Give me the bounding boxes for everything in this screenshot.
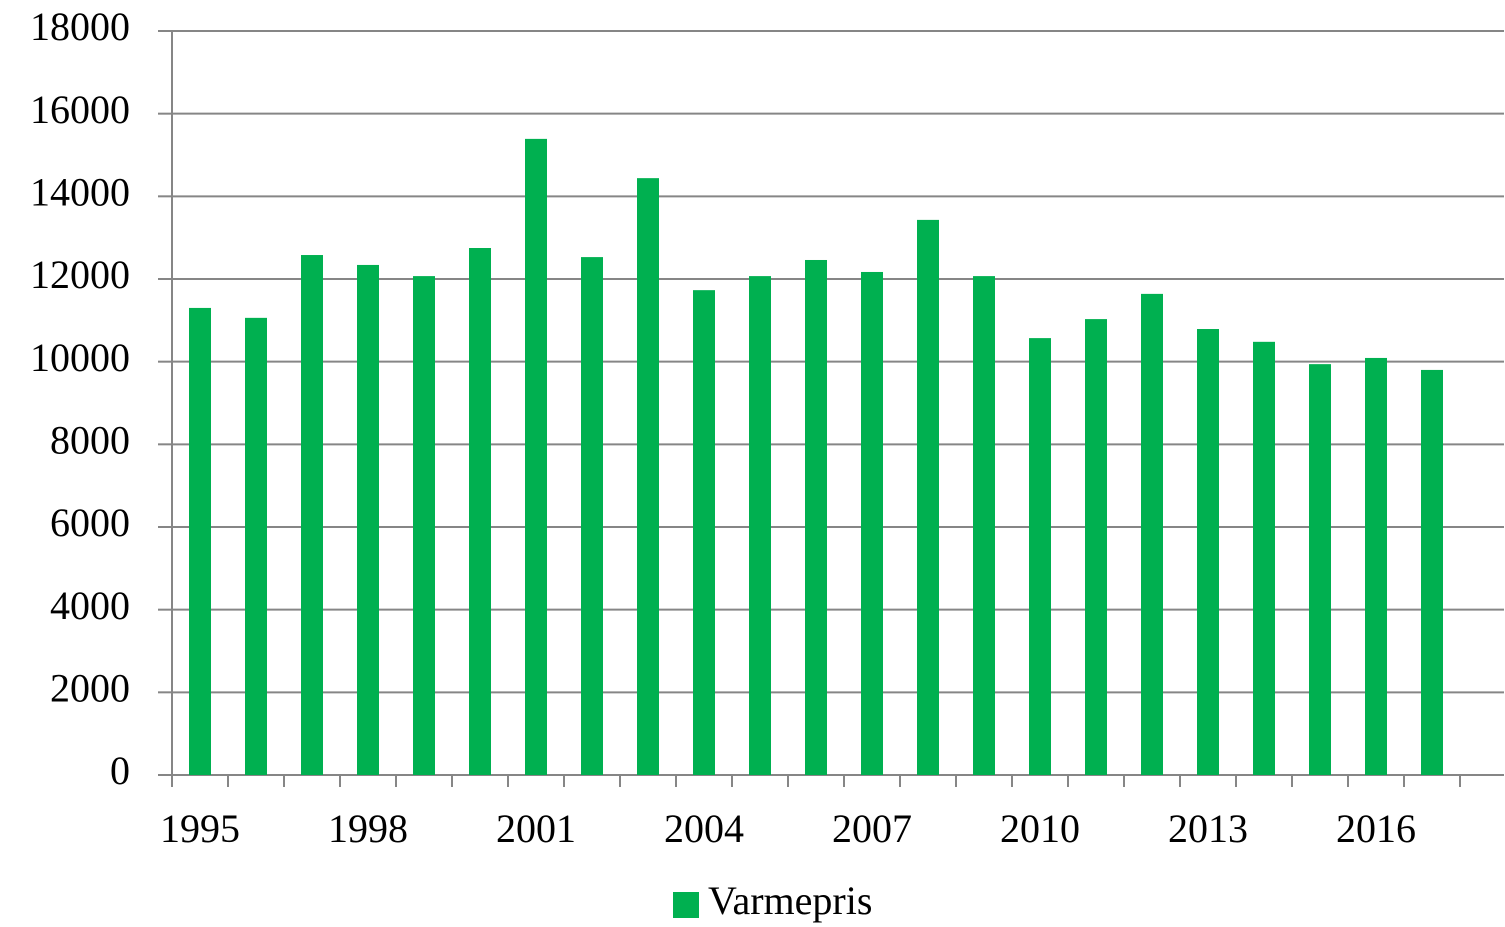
x-tick-label: 2013 [1168, 806, 1248, 851]
x-tick-label: 2010 [1000, 806, 1080, 851]
x-tick-label: 1995 [160, 806, 240, 851]
bar [1421, 369, 1443, 775]
y-tick-label: 0 [110, 748, 130, 793]
x-tick-label: 2004 [664, 806, 744, 851]
bar [1197, 329, 1219, 775]
bar [861, 271, 883, 775]
y-tick-label: 14000 [30, 170, 130, 215]
bar [1309, 364, 1331, 775]
bar [301, 255, 323, 775]
y-tick-label: 10000 [30, 335, 130, 380]
bar [581, 257, 603, 775]
y-tick-label: 18000 [30, 4, 130, 49]
y-tick-label: 2000 [50, 666, 130, 711]
y-tick-label: 16000 [30, 87, 130, 132]
x-tick-label: 2016 [1336, 806, 1416, 851]
bar [1141, 293, 1163, 775]
bar [189, 307, 211, 775]
bar [805, 259, 827, 775]
bar [1253, 341, 1275, 775]
bar [357, 264, 379, 775]
bar [693, 290, 715, 775]
bar [1365, 357, 1387, 775]
bar [469, 248, 491, 775]
y-tick-label: 12000 [30, 252, 130, 297]
x-tick-label: 1998 [328, 806, 408, 851]
x-tick-label: 2007 [832, 806, 912, 851]
bar [917, 219, 939, 776]
bar [749, 276, 771, 775]
bar [413, 276, 435, 775]
bar [1029, 338, 1051, 775]
bar [973, 276, 995, 775]
bar [245, 317, 267, 775]
x-tick-label: 2001 [496, 806, 576, 851]
legend-swatch [673, 892, 699, 918]
y-tick-label: 8000 [50, 418, 130, 463]
bar [1085, 319, 1107, 775]
legend-label: Varmepris [708, 878, 872, 923]
y-tick-label: 4000 [50, 583, 130, 628]
y-tick-label: 6000 [50, 500, 130, 545]
bar [637, 178, 659, 775]
bar [525, 138, 547, 775]
